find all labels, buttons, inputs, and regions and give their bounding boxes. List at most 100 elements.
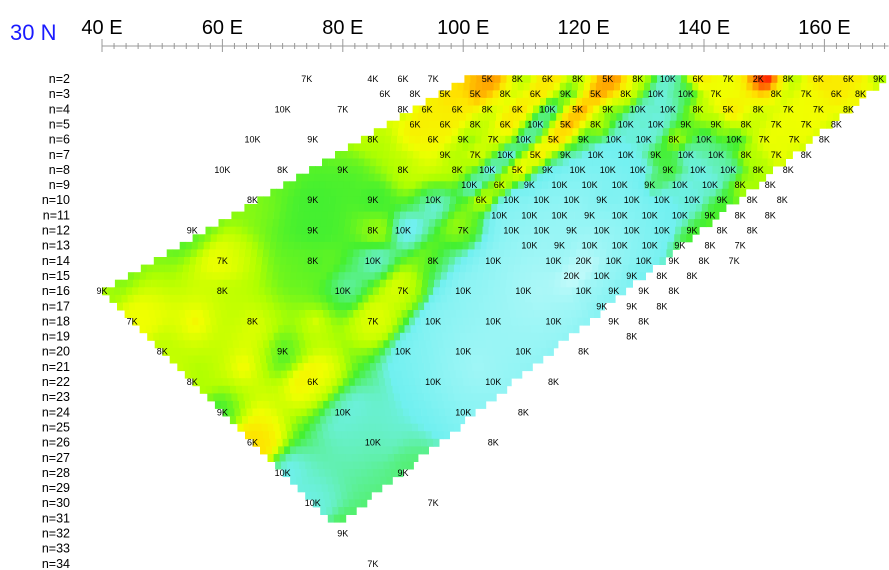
heatmap-cell <box>328 158 335 167</box>
heatmap-cell <box>260 446 267 455</box>
cell-value-label: 8K <box>735 210 746 220</box>
heatmap-cell <box>466 211 473 220</box>
heatmap-cell <box>715 90 722 99</box>
heatmap-cell <box>242 355 249 364</box>
heatmap-cell <box>229 294 237 303</box>
heatmap-cell <box>306 438 314 447</box>
heatmap-cell <box>513 219 520 228</box>
heatmap-cell <box>223 294 231 303</box>
heatmap-cell <box>618 249 625 258</box>
heatmap-cell <box>360 499 368 508</box>
heatmap-cell <box>272 294 279 303</box>
heatmap-cell <box>220 370 228 379</box>
heatmap-cell <box>249 393 256 402</box>
heatmap-cell <box>311 400 318 409</box>
heatmap-cell <box>431 249 438 258</box>
heatmap-cell <box>342 287 350 296</box>
heatmap-cell <box>325 181 332 190</box>
heatmap-cell <box>269 340 276 349</box>
heatmap-cell <box>389 461 396 470</box>
heatmap-cell <box>602 234 609 243</box>
heatmap-cell <box>297 423 304 432</box>
heatmap-cell <box>365 370 372 379</box>
heatmap-cell <box>533 97 541 106</box>
heatmap-cell <box>625 90 632 99</box>
heatmap-cell <box>239 400 246 409</box>
heatmap-cell <box>642 143 650 152</box>
heatmap-cell <box>367 181 374 190</box>
heatmap-cell <box>787 143 794 152</box>
heatmap-cell <box>336 241 343 250</box>
heatmap-cell <box>530 173 538 182</box>
heatmap-cell <box>404 325 411 334</box>
heatmap-cell <box>369 423 377 432</box>
heatmap-cell <box>415 317 422 326</box>
heatmap-cell <box>282 438 289 447</box>
heatmap-cell <box>471 120 478 129</box>
heatmap-cell <box>356 385 363 394</box>
heatmap-cell <box>223 279 230 288</box>
heatmap-cell <box>403 378 410 387</box>
heatmap-cell <box>151 279 158 288</box>
heatmap-cell <box>849 75 857 84</box>
heatmap-cell <box>365 151 372 159</box>
heatmap-cell <box>356 325 363 334</box>
heatmap-cell <box>556 158 564 167</box>
heatmap-cell <box>508 158 516 167</box>
heatmap-cell <box>637 188 644 197</box>
heatmap-cell <box>441 264 449 273</box>
heatmap-cell <box>192 317 199 326</box>
heatmap-cell <box>494 279 501 288</box>
heatmap-cell <box>734 135 741 144</box>
heatmap-cell <box>560 75 568 84</box>
heatmap-cell <box>186 317 193 326</box>
heatmap-cell <box>737 158 744 167</box>
heatmap-cell <box>494 173 502 182</box>
heatmap-cell <box>706 166 713 175</box>
heatmap-cell <box>162 347 169 356</box>
heatmap-cell <box>601 241 608 250</box>
heatmap-cell <box>666 97 673 106</box>
heatmap-cell <box>431 310 438 318</box>
heatmap-cell <box>693 226 700 235</box>
heatmap-cell <box>335 340 342 349</box>
heatmap-cell <box>327 363 335 372</box>
heatmap-cell <box>333 264 340 273</box>
heatmap-cell <box>354 287 362 296</box>
row-label: n=16 <box>42 284 70 298</box>
heatmap-cell <box>500 279 507 288</box>
heatmap-cell <box>341 370 348 379</box>
heatmap-cell <box>380 272 388 281</box>
heatmap-cell <box>434 226 441 235</box>
heatmap-cell <box>302 325 309 334</box>
heatmap-cell <box>687 226 694 235</box>
heatmap-cell <box>530 181 537 190</box>
heatmap-cell <box>533 257 540 265</box>
heatmap-cell <box>521 151 528 159</box>
heatmap-cell <box>626 279 633 288</box>
heatmap-cell <box>338 385 345 394</box>
heatmap-cell <box>401 151 408 159</box>
heatmap-cell <box>102 287 109 296</box>
heatmap-cell <box>193 325 201 334</box>
heatmap-cell <box>426 143 433 152</box>
heatmap-cell <box>336 469 344 478</box>
x-tick-label: 80 E <box>322 17 363 39</box>
heatmap-cell <box>445 181 453 190</box>
heatmap-cell <box>320 385 327 394</box>
heatmap-cell <box>249 211 256 220</box>
heatmap-cell <box>443 204 450 212</box>
heatmap-cell <box>458 416 466 425</box>
heatmap-cell <box>581 105 588 114</box>
heatmap-cell <box>799 90 807 99</box>
heatmap-cell <box>717 173 724 182</box>
heatmap-cell <box>409 279 417 288</box>
heatmap-cell <box>454 302 461 311</box>
heatmap-cell <box>786 151 793 159</box>
heatmap-cell <box>313 181 320 190</box>
heatmap-cell <box>782 82 789 91</box>
heatmap-cell <box>415 279 423 288</box>
heatmap-cell <box>296 416 303 425</box>
heatmap-cell <box>573 325 580 334</box>
cell-value-label: 10K <box>654 226 670 236</box>
